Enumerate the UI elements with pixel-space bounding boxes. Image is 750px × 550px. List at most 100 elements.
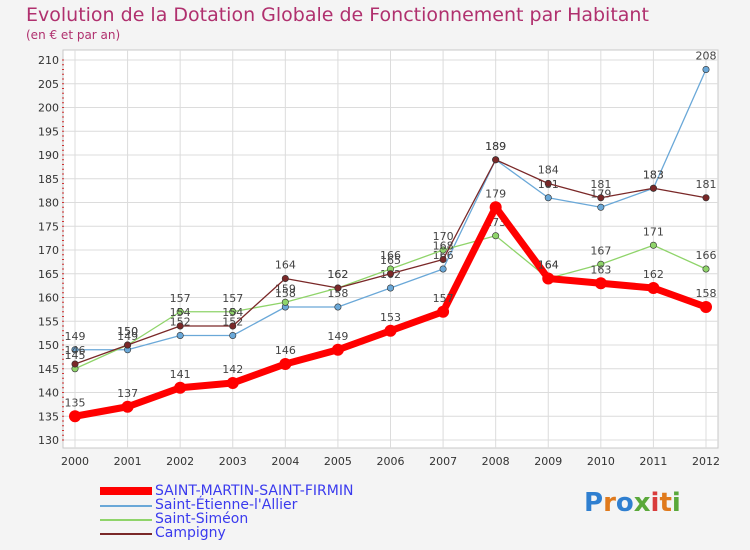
data-point [597, 260, 605, 268]
legend-swatch-saint-etienne [100, 505, 152, 507]
x-tick-label: 2011 [639, 455, 667, 468]
y-tick-label: 150 [38, 339, 59, 352]
data-label: 164 [275, 259, 296, 272]
y-tick-label: 135 [38, 410, 59, 423]
x-tick-label: 2012 [692, 455, 720, 468]
data-label: 158 [696, 287, 717, 300]
data-label: 154 [170, 306, 191, 319]
data-label: 146 [275, 344, 296, 357]
data-point [384, 324, 397, 337]
data-point [597, 203, 605, 211]
legend-label-saint-martin: SAINT-MARTIN-SAINT-FIRMIN [155, 483, 354, 499]
data-point [437, 305, 450, 318]
x-tick-label: 2003 [219, 455, 247, 468]
data-label: 146 [65, 344, 86, 357]
data-point [229, 331, 237, 339]
data-label: 150 [117, 325, 138, 338]
data-label: 189 [485, 140, 506, 153]
y-tick-label: 190 [38, 149, 59, 162]
x-tick-label: 2004 [271, 455, 299, 468]
data-point [176, 308, 184, 316]
y-tick-label: 205 [38, 78, 59, 91]
data-point [174, 381, 187, 394]
data-point [702, 265, 710, 273]
data-point [647, 282, 660, 294]
y-tick-label: 195 [38, 125, 59, 138]
data-point [492, 232, 500, 240]
y-tick-label: 165 [38, 268, 59, 281]
data-label: 153 [380, 311, 401, 324]
data-point [700, 301, 712, 313]
x-tick-label: 2002 [166, 455, 194, 468]
legend-swatch-saint-simeon [100, 519, 152, 521]
data-label: 141 [170, 368, 191, 381]
legend-swatch-saint-martin [100, 487, 152, 495]
data-point [71, 346, 79, 354]
data-label: 189 [485, 140, 506, 153]
data-point [594, 277, 607, 290]
legend-label-campigny: Campigny [155, 525, 226, 541]
data-point [334, 303, 342, 311]
data-point [386, 270, 394, 278]
data-point [489, 201, 502, 214]
data-label: 208 [696, 50, 717, 63]
data-label: 149 [327, 330, 348, 343]
data-label: 179 [485, 187, 506, 200]
data-point [279, 358, 292, 370]
data-label: 183 [643, 168, 664, 181]
data-label: 152 [170, 316, 191, 329]
data-point [71, 360, 79, 368]
data-point [649, 241, 657, 249]
data-point [702, 194, 710, 202]
y-tick-label: 185 [38, 173, 59, 186]
data-point [492, 156, 500, 164]
data-label: 149 [65, 330, 86, 343]
y-tick-label: 175 [38, 220, 59, 233]
chart-subtitle: (en € et par an) [26, 28, 121, 42]
data-point [544, 194, 552, 202]
data-point [69, 410, 81, 423]
data-label: 166 [380, 249, 401, 262]
x-tick-label: 2008 [482, 455, 510, 468]
y-tick-label: 210 [38, 54, 59, 67]
data-label: 154 [222, 306, 243, 319]
x-tick-label: 2005 [324, 455, 352, 468]
data-point [386, 284, 394, 292]
data-label: 162 [643, 268, 664, 281]
data-point [439, 255, 447, 263]
y-tick-label: 160 [38, 292, 59, 305]
legend-label-saint-simeon: Saint-Siméon [155, 511, 249, 527]
data-label: 170 [433, 230, 454, 243]
data-label: 165 [380, 254, 401, 267]
y-tick-label: 140 [38, 387, 59, 400]
data-point [226, 377, 239, 389]
data-point [331, 343, 344, 356]
data-point [281, 274, 289, 282]
y-tick-label: 170 [38, 244, 59, 257]
data-point [229, 322, 237, 330]
legend-swatch-campigny [100, 533, 152, 535]
data-point [649, 184, 657, 192]
data-label: 167 [590, 244, 611, 257]
y-tick-label: 180 [38, 197, 59, 210]
data-label: 171 [643, 225, 664, 238]
data-point [281, 298, 289, 306]
data-point [229, 308, 237, 316]
y-tick-label: 145 [38, 363, 59, 376]
x-tick-label: 2007 [429, 455, 457, 468]
data-label: 152 [222, 316, 243, 329]
data-label: 157 [433, 292, 454, 305]
data-label: 158 [275, 287, 296, 300]
data-label: 145 [65, 349, 86, 362]
data-label: 149 [117, 330, 138, 343]
data-label: 183 [643, 168, 664, 181]
data-point [702, 66, 710, 74]
legend-label-saint-etienne: Saint-Étienne-l'Allier [155, 497, 298, 513]
y-tick-label: 200 [38, 102, 59, 115]
data-point [544, 180, 552, 188]
data-point [439, 246, 447, 254]
data-label: 150 [117, 325, 138, 338]
data-label: 163 [590, 263, 611, 276]
data-label: 181 [590, 178, 611, 191]
